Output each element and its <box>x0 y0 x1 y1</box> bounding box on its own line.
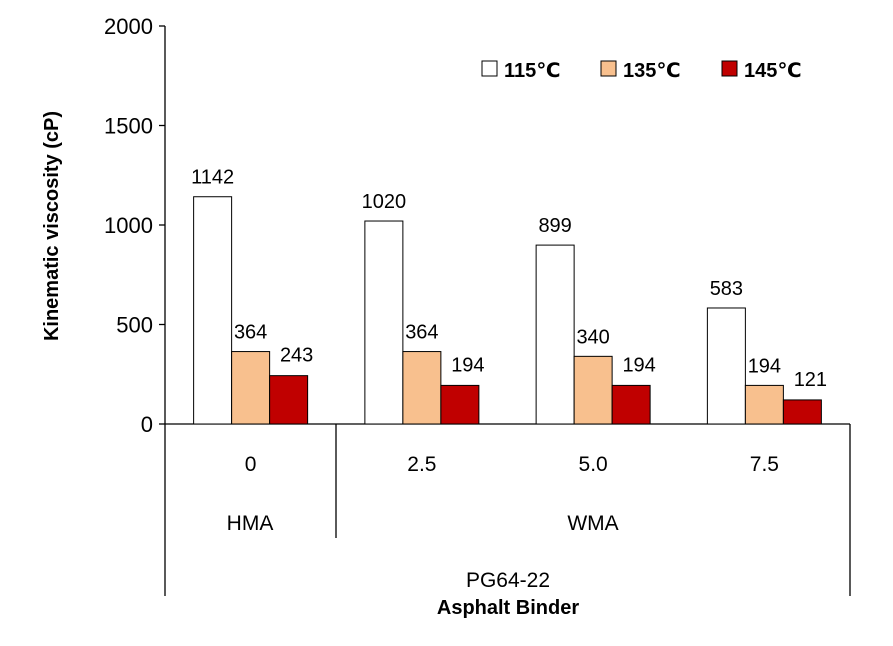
data-label: 340 <box>576 326 609 348</box>
bar-0-series-1 <box>231 351 271 425</box>
legend-swatch-2 <box>721 60 738 77</box>
category-label: 5.0 <box>579 453 608 476</box>
bar-0-series-2 <box>269 375 309 425</box>
bar-5_0-series-0 <box>535 244 575 425</box>
group-label-wma: WMA <box>567 512 618 535</box>
category-label: 7.5 <box>750 453 779 476</box>
y-tick-label: 0 <box>141 412 153 437</box>
y-axis-title: Kinematic viscosity (cP) <box>41 111 63 341</box>
legend-label-0: 115℃ <box>504 60 560 82</box>
legend: 115℃ 135℃ 145℃ <box>481 60 802 82</box>
y-tick-label: 1500 <box>104 114 153 139</box>
data-label: 194 <box>622 354 655 376</box>
data-labels: 1142 364 243 1020 364 194 899 340 194 583 194 121 <box>191 167 827 391</box>
data-label: 1020 <box>362 191 407 213</box>
bar-5_0-series-2 <box>611 384 651 425</box>
legend-swatch-1 <box>600 60 617 77</box>
y-tick-label: 1000 <box>104 213 153 238</box>
bar-2_5-series-2 <box>440 384 480 425</box>
data-label: 194 <box>748 355 781 377</box>
bar-2_5-series-1 <box>402 351 442 425</box>
data-label: 243 <box>280 345 313 367</box>
bar-7_5-series-0 <box>706 307 746 425</box>
category-label: 2.5 <box>407 453 436 476</box>
data-label: 364 <box>234 322 267 344</box>
bar-5_0-series-1 <box>573 355 613 425</box>
legend-label-2: 145℃ <box>744 60 802 82</box>
category-label: 0 <box>245 453 257 476</box>
data-label: 194 <box>451 354 484 376</box>
legend-swatch-0 <box>481 60 498 77</box>
data-label: 583 <box>710 278 743 300</box>
bar-0-series-0 <box>193 196 233 425</box>
data-label: 121 <box>794 369 827 391</box>
bar-7_5-series-1 <box>744 384 784 425</box>
x-axis-title: Asphalt Binder <box>437 597 579 619</box>
bar-7_5-series-2 <box>782 399 822 425</box>
y-tick-label: 2000 <box>104 14 153 39</box>
y-tick-label: 500 <box>116 313 153 338</box>
binder-label: PG64-22 <box>466 569 550 592</box>
legend-label-1: 135℃ <box>623 60 681 82</box>
data-label: 364 <box>405 322 438 344</box>
bar-series <box>193 196 822 425</box>
group-label-hma: HMA <box>227 512 274 535</box>
data-label: 1142 <box>191 167 234 189</box>
data-label: 899 <box>538 215 571 237</box>
y-axis-ticks: 0 500 1000 1500 2000 <box>104 14 165 437</box>
bar-2_5-series-0 <box>364 220 404 425</box>
category-labels: 0 2.5 5.0 7.5 <box>245 453 779 476</box>
